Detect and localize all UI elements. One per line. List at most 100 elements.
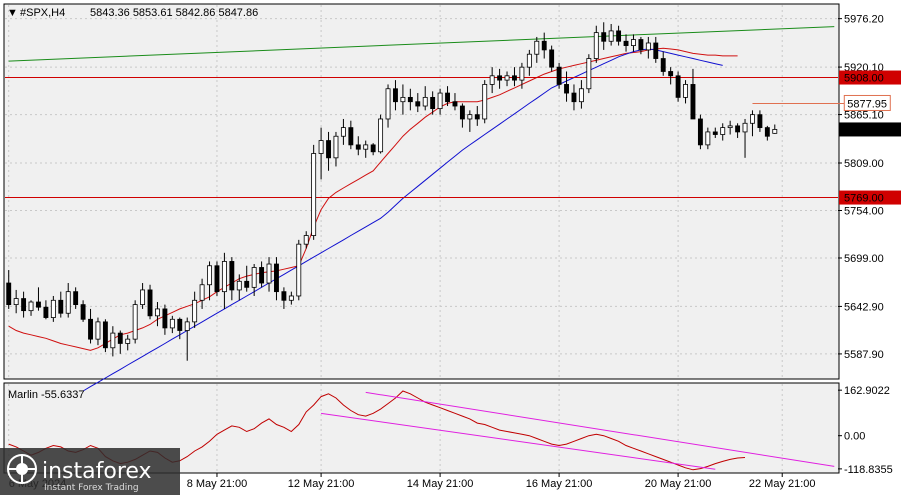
candle-body bbox=[221, 261, 227, 293]
candle-body bbox=[50, 299, 56, 318]
candle-body bbox=[608, 30, 614, 42]
candle-body bbox=[638, 39, 644, 51]
candle bbox=[50, 295, 56, 322]
x-tick-label: 22 May 21:00 bbox=[749, 478, 816, 490]
candle bbox=[326, 131, 331, 171]
candle-body bbox=[675, 75, 681, 98]
y-tick-label: 5809.00 bbox=[844, 158, 884, 170]
candle bbox=[519, 62, 525, 89]
candle-body bbox=[177, 318, 183, 331]
blue-moving-average bbox=[82, 48, 723, 392]
candle-body bbox=[288, 295, 294, 301]
candle bbox=[638, 36, 644, 55]
candle bbox=[497, 68, 503, 89]
candle-body bbox=[474, 114, 480, 120]
candle bbox=[645, 36, 651, 59]
candle-body bbox=[578, 88, 584, 103]
candle bbox=[80, 300, 86, 322]
watermark: instaforex Instant Forex Trading bbox=[0, 448, 180, 495]
candle-body bbox=[184, 321, 190, 331]
candle-body bbox=[117, 332, 123, 344]
candle-body bbox=[571, 92, 577, 103]
candle-body bbox=[21, 298, 27, 312]
candle bbox=[697, 114, 703, 150]
candle-body bbox=[697, 118, 703, 146]
candle bbox=[445, 86, 450, 107]
candle bbox=[259, 261, 265, 288]
candle bbox=[147, 284, 153, 320]
candle bbox=[274, 257, 279, 301]
candle bbox=[526, 49, 532, 76]
candle bbox=[623, 34, 629, 52]
y-tick-label: 5587.90 bbox=[844, 349, 884, 361]
candle-body bbox=[36, 301, 41, 308]
indicator-tick-label: 162.9022 bbox=[844, 385, 890, 397]
candle-body bbox=[452, 101, 458, 107]
candle-body bbox=[430, 96, 436, 110]
candle bbox=[13, 289, 19, 314]
candle-body bbox=[742, 122, 748, 133]
chart-ohlc: 5843.36 5853.61 5842.86 5847.86 bbox=[90, 7, 258, 19]
candle-body bbox=[274, 263, 279, 293]
candle bbox=[727, 120, 733, 135]
candle bbox=[214, 261, 220, 296]
candle bbox=[125, 334, 131, 351]
candle bbox=[28, 300, 34, 316]
candle bbox=[140, 283, 146, 309]
candle bbox=[735, 123, 741, 138]
y-tick-label: 5976.20 bbox=[844, 14, 884, 26]
candle bbox=[73, 287, 79, 309]
candle bbox=[117, 330, 123, 354]
y-tick-label: 5754.00 bbox=[844, 205, 884, 217]
candle bbox=[58, 291, 64, 318]
candle-body bbox=[28, 301, 34, 312]
candle bbox=[772, 124, 778, 134]
candle-body bbox=[318, 140, 324, 154]
candle-body bbox=[407, 96, 413, 103]
instaforex-logo-icon bbox=[7, 454, 37, 484]
candle bbox=[668, 67, 674, 85]
chart-arrow-icon: ▼ bbox=[7, 7, 18, 19]
candle-body bbox=[266, 263, 272, 284]
main-plot-area[interactable] bbox=[3, 3, 840, 380]
x-tick-label: 8 May 21:00 bbox=[187, 478, 248, 490]
candle-body bbox=[764, 127, 770, 137]
candle-body bbox=[236, 280, 242, 291]
x-tick-label: 12 May 21:00 bbox=[288, 478, 355, 490]
candle bbox=[601, 22, 607, 50]
candle bbox=[764, 125, 770, 141]
candle-body bbox=[80, 304, 86, 320]
candle bbox=[720, 123, 726, 141]
candle-body bbox=[244, 280, 250, 288]
candle bbox=[348, 120, 354, 150]
candle-body bbox=[370, 144, 376, 153]
candle-body bbox=[750, 114, 755, 124]
candle bbox=[400, 84, 406, 115]
candle bbox=[221, 252, 227, 309]
candle-body bbox=[147, 289, 153, 317]
candle bbox=[541, 32, 547, 59]
candle-body bbox=[497, 75, 503, 81]
candle bbox=[363, 140, 369, 158]
candle-body bbox=[445, 92, 450, 103]
candle bbox=[43, 300, 49, 320]
candle-body bbox=[467, 114, 473, 120]
candle-body bbox=[422, 96, 428, 107]
x-tick-label: 14 May 21:00 bbox=[407, 478, 474, 490]
candle-body bbox=[43, 306, 49, 318]
candle bbox=[690, 68, 696, 120]
candle bbox=[459, 103, 465, 128]
candle-body bbox=[229, 261, 235, 291]
candle bbox=[415, 93, 421, 113]
candle bbox=[578, 80, 584, 109]
candle bbox=[296, 239, 302, 301]
candle bbox=[474, 106, 480, 126]
watermark-tagline: Instant Forex Trading bbox=[44, 483, 139, 493]
candle-body bbox=[735, 125, 741, 133]
candle bbox=[467, 110, 473, 132]
candle bbox=[705, 127, 711, 150]
candle-body bbox=[564, 84, 569, 94]
current-price-label: 5847.86 bbox=[844, 124, 884, 136]
candle-body bbox=[102, 321, 108, 349]
